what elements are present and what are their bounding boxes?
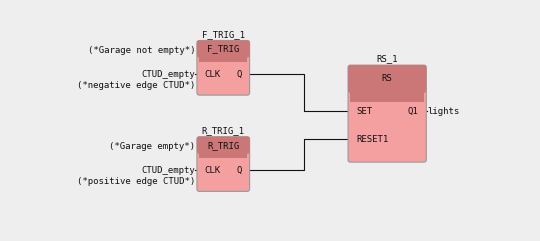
- Polygon shape: [199, 55, 247, 61]
- Text: lights: lights: [427, 107, 460, 116]
- Text: R_TRIG: R_TRIG: [207, 141, 239, 150]
- Text: Q1: Q1: [407, 107, 418, 116]
- FancyBboxPatch shape: [197, 137, 249, 154]
- Text: SET: SET: [356, 107, 373, 116]
- Text: (*positive edge CTUD*): (*positive edge CTUD*): [77, 177, 195, 186]
- FancyBboxPatch shape: [197, 40, 249, 95]
- Text: F_TRIG_1: F_TRIG_1: [202, 30, 245, 39]
- Text: CTUD_empty: CTUD_empty: [141, 166, 195, 175]
- Text: CLK: CLK: [205, 166, 221, 175]
- Text: R_TRIG_1: R_TRIG_1: [202, 126, 245, 135]
- FancyBboxPatch shape: [197, 137, 249, 191]
- Text: RS: RS: [382, 74, 393, 83]
- Text: (*Garage not empty*): (*Garage not empty*): [88, 46, 195, 55]
- Text: F_TRIG: F_TRIG: [207, 45, 239, 54]
- Polygon shape: [350, 91, 424, 102]
- FancyBboxPatch shape: [348, 65, 426, 162]
- Text: Q: Q: [237, 70, 242, 79]
- Text: RESET1: RESET1: [356, 134, 389, 144]
- Text: CTUD_empty: CTUD_empty: [141, 70, 195, 79]
- FancyBboxPatch shape: [197, 40, 249, 58]
- FancyBboxPatch shape: [348, 65, 426, 93]
- Text: (*negative edge CTUD*): (*negative edge CTUD*): [77, 81, 195, 90]
- Text: CLK: CLK: [205, 70, 221, 79]
- Text: Q: Q: [237, 166, 242, 175]
- Polygon shape: [199, 152, 247, 158]
- Text: (*Garage empty*): (*Garage empty*): [110, 142, 195, 151]
- Text: RS_1: RS_1: [376, 54, 398, 64]
